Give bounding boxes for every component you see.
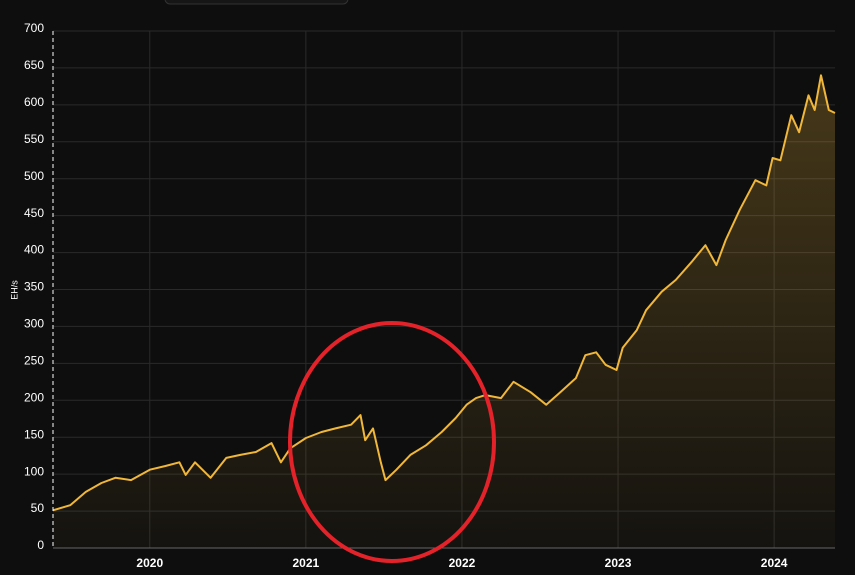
x-tick-label: 2024 xyxy=(761,556,788,570)
y-tick-label: 100 xyxy=(24,464,44,478)
y-tick-label: 50 xyxy=(31,501,45,515)
y-tick-label: 400 xyxy=(24,243,44,257)
y-tick-label: 500 xyxy=(24,169,44,183)
y-tick-label: 700 xyxy=(24,21,44,35)
y-tick-label: 250 xyxy=(24,354,44,368)
grid xyxy=(53,30,835,549)
area-fill xyxy=(53,75,835,549)
plot xyxy=(52,74,836,549)
y-tick-label: 600 xyxy=(24,95,44,109)
ticks: 0 50 100 150 200 250 300 350 400 450 500 550 600 650 7… xyxy=(24,21,788,570)
x-tick-label: 2023 xyxy=(605,556,632,570)
x-tick-label: 2022 xyxy=(449,556,476,570)
y-tick-label: 200 xyxy=(24,390,44,404)
x-tick-label: 2020 xyxy=(136,556,163,570)
y-tick-label: 550 xyxy=(24,132,44,146)
highlight-circle xyxy=(288,321,496,563)
y-tick-label: 650 xyxy=(24,58,44,72)
y-tick-label: 0 xyxy=(37,538,44,552)
y-tick-label: 300 xyxy=(24,317,44,331)
y-axis-label: EH/s xyxy=(9,280,19,300)
y-tick-label: 150 xyxy=(24,427,44,441)
y-tick-label: 450 xyxy=(24,206,44,220)
y-tick-label: 350 xyxy=(24,280,44,294)
x-tick-label: 2021 xyxy=(293,556,320,570)
top-control[interactable] xyxy=(164,0,349,5)
line xyxy=(52,74,836,512)
